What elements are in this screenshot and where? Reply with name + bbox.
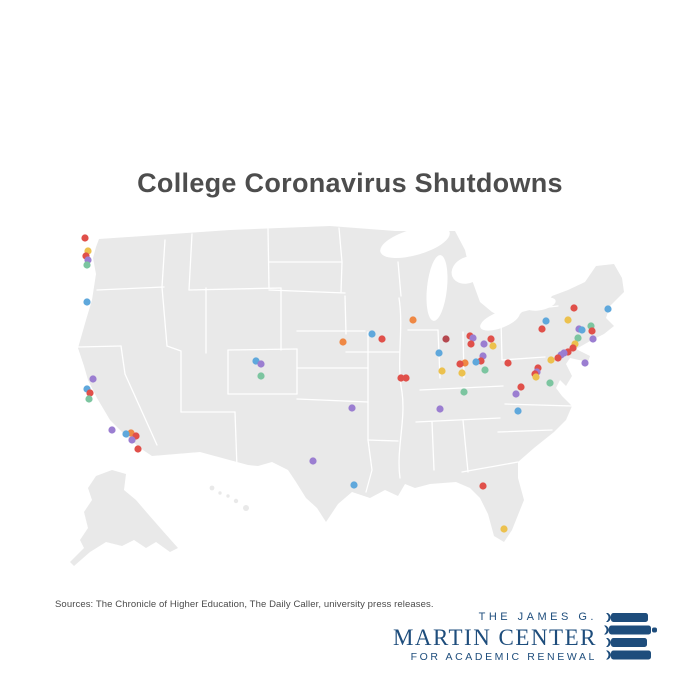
- shutdown-dot[interactable]: [578, 326, 586, 334]
- shutdown-dot[interactable]: [81, 234, 89, 242]
- shutdown-dot[interactable]: [479, 482, 487, 490]
- shutdown-dot[interactable]: [554, 354, 562, 362]
- shutdown-dot[interactable]: [83, 298, 91, 306]
- shutdown-dot[interactable]: [86, 389, 94, 397]
- shutdown-dot[interactable]: [438, 367, 446, 375]
- shutdown-dot[interactable]: [532, 373, 540, 381]
- shutdown-dot[interactable]: [604, 305, 612, 313]
- shutdown-dot[interactable]: [108, 426, 116, 434]
- shutdown-dot[interactable]: [89, 375, 97, 383]
- martin-center-logo-text: THE JAMES G. MARTIN CENTER FOR ACADEMIC …: [392, 610, 597, 663]
- shutdown-dot[interactable]: [257, 372, 265, 380]
- shutdown-dot[interactable]: [574, 334, 582, 342]
- shutdown-dot[interactable]: [538, 325, 546, 333]
- shutdown-dot[interactable]: [542, 317, 550, 325]
- shutdown-dot[interactable]: [309, 457, 317, 465]
- great-lakes: [380, 226, 556, 331]
- shutdown-dot[interactable]: [546, 379, 554, 387]
- shutdown-dot[interactable]: [487, 335, 495, 343]
- shutdown-dot[interactable]: [378, 335, 386, 343]
- shutdown-dot[interactable]: [257, 360, 265, 368]
- shutdown-dot[interactable]: [570, 304, 578, 312]
- shutdown-dot[interactable]: [480, 340, 488, 348]
- shutdown-dot[interactable]: [339, 338, 347, 346]
- shutdown-dot[interactable]: [85, 395, 93, 403]
- alaska-shape: [70, 470, 178, 566]
- shutdown-dot[interactable]: [402, 374, 410, 382]
- shutdown-dot[interactable]: [83, 261, 91, 269]
- source-note: Sources: The Chronicle of Higher Educati…: [55, 599, 434, 610]
- shutdown-dot[interactable]: [350, 481, 358, 489]
- logo-line-for-academic-renewal: FOR ACADEMIC RENEWAL: [410, 650, 597, 663]
- martin-center-logo: THE JAMES G. MARTIN CENTER FOR ACADEMIC …: [393, 611, 658, 663]
- hawaii-shape: [209, 485, 249, 511]
- shutdown-dot[interactable]: [504, 359, 512, 367]
- shutdown-dot[interactable]: [368, 330, 376, 338]
- shutdown-dot[interactable]: [436, 405, 444, 413]
- shutdown-dot[interactable]: [514, 407, 522, 415]
- shutdown-dot[interactable]: [458, 369, 466, 377]
- shutdown-dot[interactable]: [500, 525, 508, 533]
- shutdown-dot[interactable]: [460, 388, 468, 396]
- us-mainland-shape: [78, 226, 624, 542]
- shutdown-dot[interactable]: [588, 327, 596, 335]
- shutdown-dot[interactable]: [564, 316, 572, 324]
- shutdown-dot[interactable]: [435, 349, 443, 357]
- shutdown-dot[interactable]: [442, 335, 450, 343]
- shutdown-dot[interactable]: [481, 366, 489, 374]
- shutdown-dot[interactable]: [569, 344, 577, 352]
- state-borders: [77, 227, 573, 493]
- stacked-books-icon: [604, 613, 657, 660]
- shutdown-dot[interactable]: [134, 445, 142, 453]
- logo-line-martin-center: MARTIN CENTER: [392, 624, 597, 650]
- shutdown-dot[interactable]: [397, 374, 405, 382]
- shutdown-dot[interactable]: [122, 430, 130, 438]
- shutdown-dot[interactable]: [128, 436, 136, 444]
- shutdown-dot[interactable]: [467, 340, 475, 348]
- shutdown-dot[interactable]: [489, 342, 497, 350]
- shutdown-dot[interactable]: [348, 404, 356, 412]
- shutdown-dot[interactable]: [517, 383, 525, 391]
- shutdown-dot[interactable]: [456, 360, 464, 368]
- page-title: College Coronavirus Shutdowns: [137, 168, 563, 198]
- shutdown-dot[interactable]: [581, 359, 589, 367]
- shutdown-dot[interactable]: [512, 390, 520, 398]
- shutdown-dot[interactable]: [472, 358, 480, 366]
- logo-line-the-james-g: THE JAMES G.: [478, 610, 597, 623]
- shutdown-dots-layer: [81, 234, 612, 533]
- shutdown-dot[interactable]: [409, 316, 417, 324]
- shutdown-dot[interactable]: [469, 334, 477, 342]
- shutdown-dot[interactable]: [589, 335, 597, 343]
- shutdown-dot[interactable]: [547, 356, 555, 364]
